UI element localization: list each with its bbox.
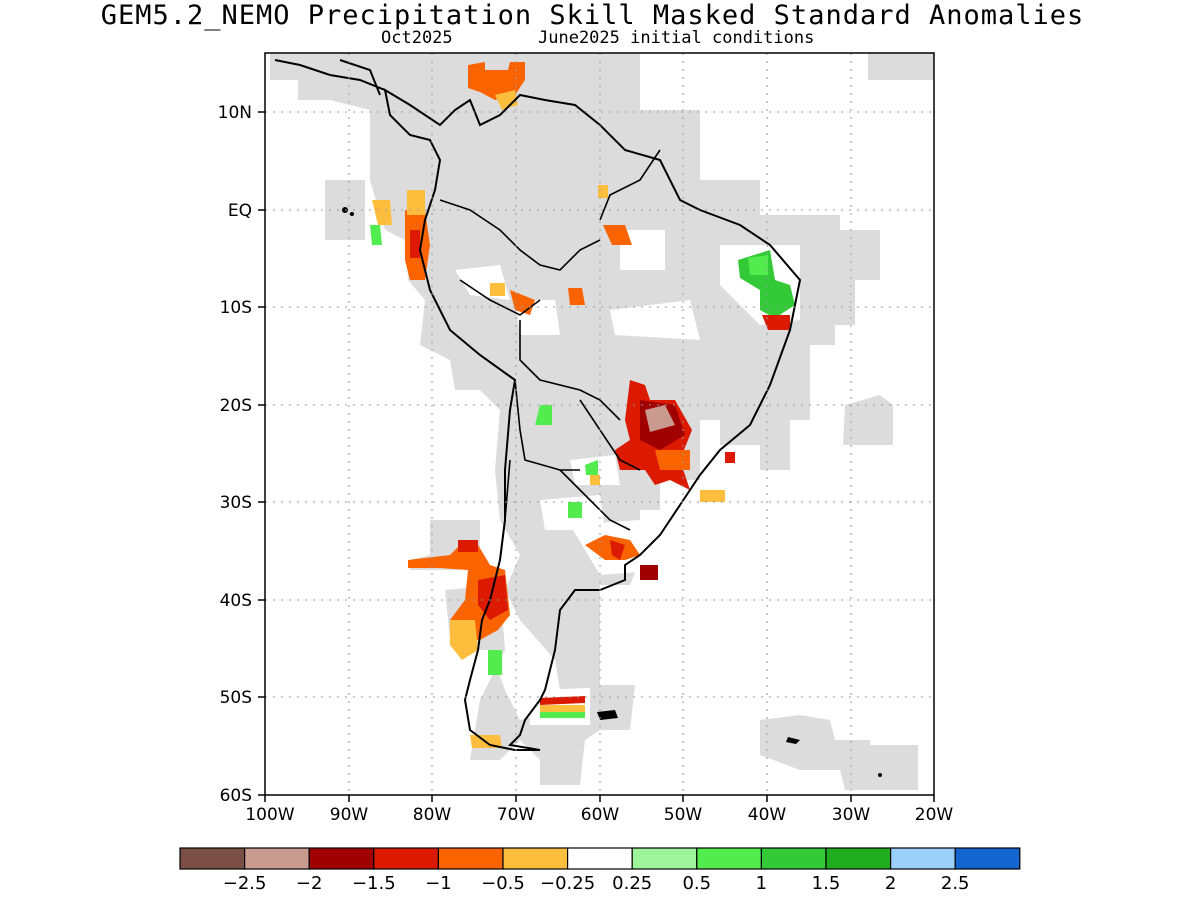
lat-label-40s: 40S (220, 591, 252, 611)
colorbar-swatch (437, 847, 504, 870)
lon-label-90w: 90W (330, 805, 369, 825)
colorbar-label: 0.25 (612, 873, 652, 894)
colorbar-swatch (502, 847, 569, 870)
lon-label-30w: 30W (832, 805, 871, 825)
longitude-axis (264, 795, 935, 802)
colorbar-swatch (179, 847, 246, 870)
islands (342, 207, 882, 777)
colorbar-swatch (760, 847, 827, 870)
coastline-layer (274, 59, 802, 751)
lat-label-30s: 30S (220, 493, 252, 513)
map-title: GEM5.2_NEMO Precipitation Skill Masked S… (100, 0, 1085, 31)
lat-label-50s: 50S (220, 688, 252, 708)
colorbar-label: 0.5 (682, 873, 711, 894)
latitude-axis (258, 111, 265, 796)
colorbar-label: −2 (296, 873, 323, 894)
lon-label-50w: 50W (664, 805, 703, 825)
colorbar-label: 2.5 (941, 873, 970, 894)
colorbar-label: −1.5 (352, 873, 396, 894)
colorbar-label: −0.25 (540, 873, 595, 894)
colorbar-label: 1.5 (812, 873, 841, 894)
mask-east-atlantic (868, 53, 934, 80)
colorbar-label: −0.5 (481, 873, 525, 894)
colorbar-swatch (566, 847, 633, 870)
colorbar: −2.5 −2 −1.5 −1 −0.5 −0.25 0.25 0.5 1 1.5 2 2.5 (179, 847, 1021, 894)
lat-label-20s: 20S (220, 396, 252, 416)
lat-label-eq: EQ (228, 201, 252, 221)
central-america-coast (274, 59, 386, 96)
skill-mask-layer (270, 53, 934, 790)
lon-label-100w: 100W (245, 805, 294, 825)
colorbar-swatch (889, 847, 956, 870)
colorbar-label: 1 (756, 873, 767, 894)
lon-label-70w: 70W (497, 805, 536, 825)
colorbar-swatch (244, 847, 310, 870)
mask-central-america (270, 53, 880, 690)
colorbar-swatch (825, 847, 892, 870)
lat-label-60s: 60S (220, 786, 252, 806)
lon-label-40w: 40W (748, 805, 787, 825)
falkland-islands (597, 710, 618, 720)
colorbar-label: 2 (885, 873, 896, 894)
lat-label-10n: 10N (218, 103, 252, 123)
colorbar-swatch (696, 847, 762, 870)
colorbar-swatch (631, 847, 698, 870)
colorbar-swatch (954, 847, 1021, 870)
forecast-month: Oct2025 (381, 28, 453, 48)
colorbar-swatch (373, 847, 439, 870)
lat-label-10s: 10S (220, 298, 252, 318)
initial-conditions-label: June2025 initial conditions (538, 28, 815, 48)
lon-label-20w: 20W (915, 805, 954, 825)
mask-se-atlantic (843, 395, 893, 445)
lon-label-60w: 60W (581, 805, 620, 825)
colorbar-label: −2.5 (223, 873, 267, 894)
colorbar-swatch (308, 847, 375, 870)
mask-south-atlantic (760, 715, 918, 790)
lon-label-80w: 80W (413, 805, 452, 825)
anomaly-layer (370, 62, 795, 748)
map-canvas (265, 53, 934, 795)
colorbar-label: −1 (425, 873, 452, 894)
latitude-labels: 10N EQ 10S 20S 30S 40S 50S 60S (218, 103, 252, 806)
anomaly-venezuela (468, 62, 525, 100)
longitude-labels: 100W 90W 80W 70W 60W 50W 40W 30W 20W (245, 805, 953, 825)
south-america-coast (383, 87, 802, 751)
